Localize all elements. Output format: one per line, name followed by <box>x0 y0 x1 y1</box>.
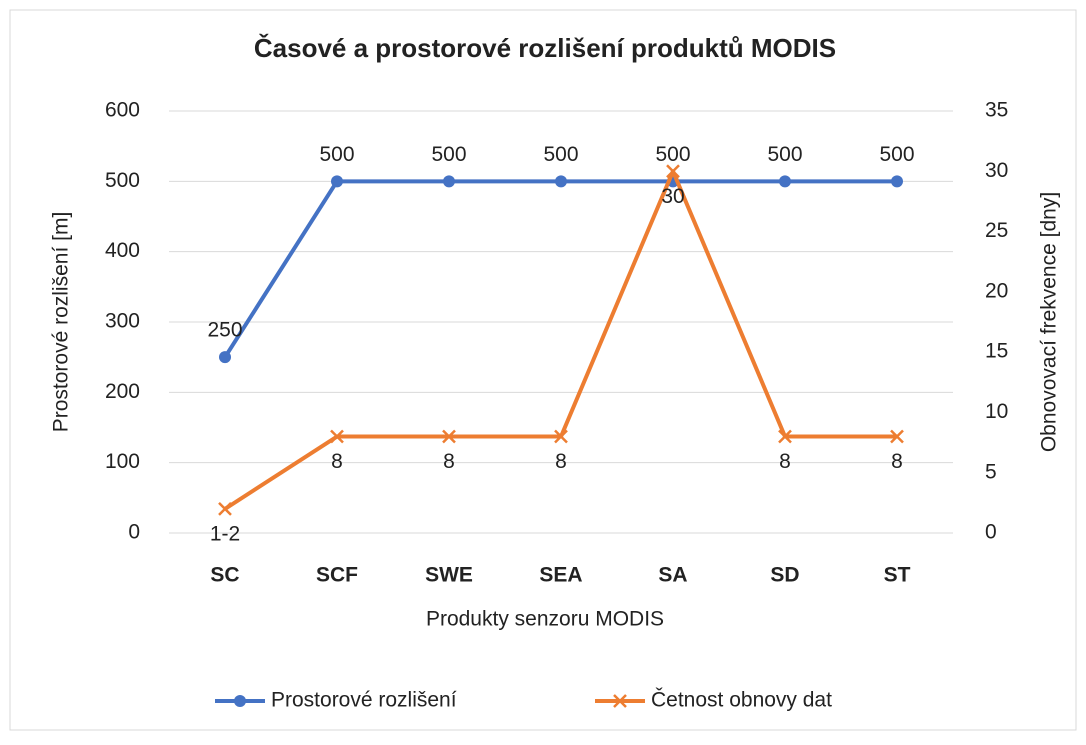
x-tick-label: SCF <box>316 564 358 587</box>
data-label: 8 <box>331 450 343 473</box>
point <box>778 429 792 444</box>
point <box>891 175 903 188</box>
data-label: 250 <box>207 319 242 342</box>
y-tick-label: 600 <box>105 99 140 122</box>
x-axis-label: Produkty senzoru MODIS <box>426 608 664 631</box>
series <box>219 175 903 364</box>
y-tick-label: 400 <box>105 239 140 262</box>
data-label: 8 <box>555 450 567 473</box>
data-label: 500 <box>319 143 354 166</box>
y2-tick-label: 5 <box>985 460 997 483</box>
data-label: 500 <box>655 143 690 166</box>
y-axis-label: Prostorové rozlišení [m] <box>50 212 73 433</box>
plot <box>218 164 904 516</box>
x-tick-label: ST <box>884 564 911 587</box>
point <box>443 175 455 188</box>
y2-tick-label: 0 <box>985 521 997 544</box>
x-tick-label: SEA <box>539 564 582 587</box>
y-tick-label: 500 <box>105 169 140 192</box>
chart-border <box>9 9 1077 731</box>
legend-label: Četnost obnovy dat <box>651 689 832 712</box>
data-label: 500 <box>767 143 802 166</box>
y-tick-label: 0 <box>128 521 140 544</box>
y2-tick-label: 15 <box>985 340 1008 363</box>
y-tick-label: 200 <box>105 380 140 403</box>
x-tick-label: SC <box>210 564 239 587</box>
point <box>779 175 791 188</box>
point <box>219 351 231 364</box>
legend-marker <box>234 695 246 707</box>
data-label: 500 <box>543 143 578 166</box>
x-tick-label: SWE <box>425 564 473 587</box>
point <box>218 502 232 516</box>
y-tick-label: 100 <box>105 450 140 473</box>
point <box>330 429 344 444</box>
data-label: 8 <box>443 450 455 473</box>
x-tick-label: SA <box>658 564 687 587</box>
y-tick-label: 300 <box>105 310 140 333</box>
y2-tick-label: 25 <box>985 219 1008 242</box>
legend-marker <box>613 694 627 708</box>
data-label: 500 <box>879 143 914 166</box>
data-label: 8 <box>779 450 791 473</box>
point <box>666 164 680 179</box>
point <box>555 175 567 188</box>
y2-tick-label: 35 <box>985 99 1008 122</box>
data-label: 1-2 <box>210 522 240 545</box>
point <box>442 429 456 444</box>
x-tick-label: SD <box>770 564 799 587</box>
legend-label: Prostorové rozlišení <box>271 689 457 712</box>
data-label: 500 <box>431 143 466 166</box>
series <box>218 164 904 516</box>
point <box>890 429 904 444</box>
y2-tick-label: 10 <box>985 400 1008 423</box>
point <box>331 175 343 188</box>
data-label: 30 <box>661 185 684 208</box>
y2-axis-label: Obnovovací frekvence [dny] <box>1038 192 1061 452</box>
point <box>554 429 568 444</box>
y2-tick-label: 30 <box>985 159 1008 182</box>
data-label: 8 <box>891 450 903 473</box>
y2-tick-label: 20 <box>985 279 1008 302</box>
chart-title: Časové a prostorové rozlišení produktů M… <box>254 33 836 63</box>
